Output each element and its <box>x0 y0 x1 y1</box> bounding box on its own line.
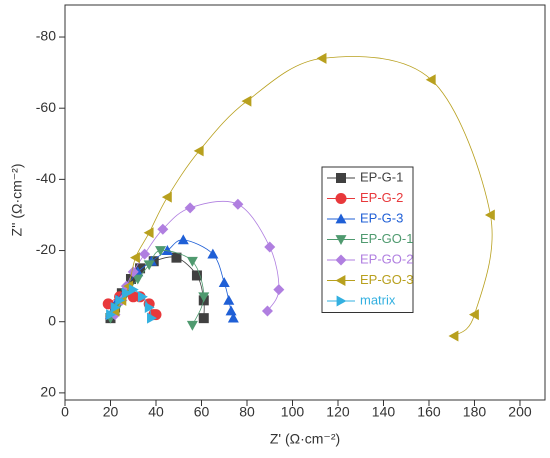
marker <box>207 248 219 259</box>
y-tick-label: 20 <box>40 384 56 400</box>
x-tick-label: 160 <box>417 404 441 420</box>
marker <box>177 234 189 245</box>
marker <box>261 305 273 317</box>
marker <box>198 313 209 324</box>
marker <box>241 95 252 107</box>
marker <box>227 312 239 323</box>
marker <box>157 223 169 235</box>
marker <box>155 246 167 257</box>
x-tick-label: 140 <box>372 404 396 420</box>
x-tick-label: 80 <box>239 404 255 420</box>
marker <box>335 275 346 286</box>
marker <box>106 309 116 321</box>
marker <box>184 202 196 214</box>
marker <box>143 260 155 271</box>
marker <box>122 287 132 299</box>
marker <box>128 284 139 296</box>
marker <box>468 309 479 321</box>
x-tick-label: 120 <box>326 404 350 420</box>
marker <box>335 193 347 204</box>
legend-label: EP-GO-1 <box>360 231 413 246</box>
legend-label: EP-GO-2 <box>360 251 413 266</box>
marker <box>130 252 140 264</box>
marker <box>335 235 347 245</box>
marker <box>115 294 126 306</box>
y-tick-label: -40 <box>36 170 56 186</box>
marker <box>425 74 436 86</box>
x-tick-label: 180 <box>463 404 487 420</box>
marker <box>232 198 244 210</box>
legend-label: matrix <box>360 292 396 307</box>
marker <box>161 191 172 203</box>
marker <box>143 227 154 239</box>
marker <box>132 274 144 285</box>
y-axis-title: Z'' (Ω·cm⁻²) <box>9 164 25 237</box>
x-tick-label: 20 <box>103 404 119 420</box>
legend-label: EP-GO-3 <box>360 272 413 287</box>
marker <box>161 245 173 255</box>
marker <box>147 312 157 324</box>
marker <box>186 320 198 331</box>
marker <box>264 241 276 253</box>
marker <box>273 284 285 296</box>
marker <box>316 52 327 64</box>
x-tick-label: 100 <box>281 404 305 420</box>
marker <box>198 292 210 303</box>
y-tick-label: -80 <box>36 28 56 44</box>
marker <box>137 291 148 303</box>
x-tick-label: 60 <box>194 404 210 420</box>
marker <box>336 295 347 307</box>
marker <box>335 213 347 224</box>
marker <box>223 294 235 305</box>
legend-label: EP-G-2 <box>360 190 403 205</box>
y-tick-label: -60 <box>36 99 56 115</box>
marker <box>336 173 346 183</box>
plot-frame <box>64 4 546 401</box>
marker <box>127 266 139 278</box>
marker <box>144 301 155 313</box>
marker <box>448 330 459 342</box>
marker <box>186 256 198 267</box>
y-tick-label: -20 <box>36 241 56 257</box>
marker <box>335 254 347 266</box>
x-tick-label: 0 <box>61 404 69 420</box>
legend-label: EP-G-3 <box>360 210 403 225</box>
x-tick-label: 40 <box>148 404 164 420</box>
marker <box>193 145 204 157</box>
marker <box>171 252 182 263</box>
x-tick-label: 200 <box>508 404 532 420</box>
marker <box>225 305 237 316</box>
marker <box>191 270 202 281</box>
marker <box>110 301 121 313</box>
legend-label: EP-G-1 <box>360 169 403 184</box>
y-tick-label: 0 <box>48 312 56 328</box>
marker <box>125 274 136 285</box>
x-axis-title: Z' (Ω·cm⁻²) <box>270 431 340 447</box>
marker <box>218 277 230 287</box>
marker <box>484 209 495 221</box>
marker <box>139 248 151 260</box>
marker <box>135 263 146 274</box>
